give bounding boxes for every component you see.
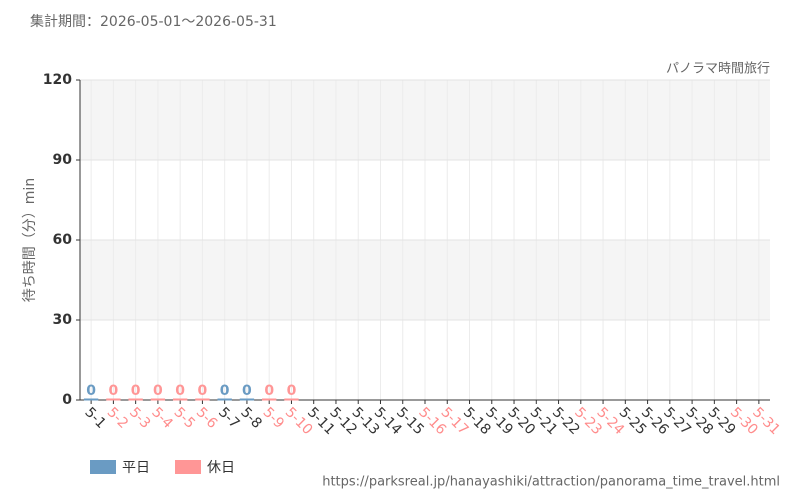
y-tick-label: 120 — [43, 72, 72, 88]
bar — [83, 398, 99, 401]
data-label: 0 — [287, 383, 297, 399]
source-url: https://parksreal.jp/hanayashiki/attract… — [322, 475, 780, 490]
data-label: 0 — [153, 383, 163, 399]
data-label: 0 — [242, 383, 252, 399]
bar — [128, 398, 143, 401]
x-tick-label: 5-7 — [215, 404, 242, 431]
data-label: 0 — [198, 383, 208, 399]
y-tick-label: 0 — [62, 392, 72, 408]
x-tick-label: 5-9 — [260, 404, 287, 431]
x-tick-label: 5-6 — [193, 404, 221, 432]
y-tick-label: 60 — [53, 232, 73, 248]
chart-title: 集計期間：2026-05-01～2026-05-31 — [30, 13, 277, 30]
data-label: 0 — [264, 383, 274, 399]
x-tick-label: 5-8 — [237, 404, 264, 431]
x-tick-label: 5-2 — [104, 404, 131, 431]
data-label: 0 — [175, 383, 185, 399]
y-tick-label: 30 — [53, 312, 73, 328]
y-tick-label: 90 — [53, 152, 73, 168]
x-tick-label: 5-3 — [126, 404, 153, 431]
bar — [195, 398, 210, 401]
bar — [150, 398, 166, 401]
bar — [172, 398, 188, 401]
x-tick-label: 5-1 — [81, 404, 108, 431]
data-label: 0 — [109, 383, 119, 399]
y-axis-label: 待ち時間（分）min — [22, 178, 38, 302]
data-label: 0 — [131, 383, 141, 399]
data-label: 0 — [220, 383, 230, 399]
legend-label: 平日 — [122, 460, 150, 476]
data-label: 0 — [86, 383, 96, 399]
legend-swatch — [90, 460, 116, 474]
chart-subtitle: パノラマ時間旅行 — [666, 62, 770, 77]
bar — [284, 398, 299, 401]
bar — [217, 398, 232, 401]
x-tick-label: 5-4 — [148, 404, 176, 432]
legend-swatch — [175, 460, 201, 474]
bar — [239, 398, 255, 401]
x-tick-label: 5-5 — [171, 404, 198, 431]
bar — [262, 398, 277, 401]
legend-label: 休日 — [207, 460, 235, 476]
bar — [106, 398, 121, 401]
